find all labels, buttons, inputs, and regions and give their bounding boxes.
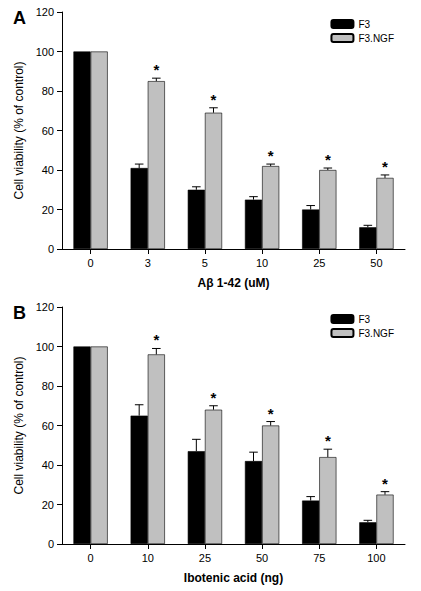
svg-text:B: B (13, 303, 26, 323)
svg-text:120: 120 (36, 6, 54, 18)
svg-text:40: 40 (42, 164, 54, 176)
svg-text:50: 50 (370, 257, 382, 269)
svg-text:20: 20 (42, 499, 54, 511)
svg-text:25: 25 (199, 552, 211, 564)
svg-text:0: 0 (48, 538, 54, 550)
svg-text:Cell viability (% of control): Cell viability (% of control) (12, 356, 26, 494)
svg-text:Cell viability (% of control): Cell viability (% of control) (12, 61, 26, 199)
svg-text:A: A (13, 8, 26, 28)
svg-text:25: 25 (313, 257, 325, 269)
svg-text:*: * (153, 61, 159, 78)
svg-text:Aβ 1-42 (uM): Aβ 1-42 (uM) (198, 276, 270, 290)
svg-text:0: 0 (88, 552, 94, 564)
svg-text:F3: F3 (358, 314, 370, 325)
svg-text:F3: F3 (358, 19, 370, 30)
svg-text:F3.NGF: F3.NGF (358, 328, 394, 339)
svg-text:80: 80 (42, 85, 54, 97)
svg-text:75: 75 (313, 552, 325, 564)
svg-text:*: * (382, 158, 388, 175)
svg-text:3: 3 (145, 257, 151, 269)
svg-text:*: * (325, 432, 331, 449)
svg-text:*: * (153, 331, 159, 348)
svg-text:*: * (325, 151, 331, 168)
svg-text:100: 100 (36, 46, 54, 58)
svg-text:0: 0 (48, 243, 54, 255)
svg-text:50: 50 (256, 552, 268, 564)
svg-text:120: 120 (36, 301, 54, 313)
svg-text:10: 10 (142, 552, 154, 564)
svg-text:*: * (268, 405, 274, 422)
svg-text:20: 20 (42, 204, 54, 216)
svg-text:80: 80 (42, 380, 54, 392)
svg-text:5: 5 (202, 257, 208, 269)
svg-text:*: * (211, 91, 217, 108)
svg-text:Ibotenic acid (ng): Ibotenic acid (ng) (184, 571, 283, 585)
svg-text:40: 40 (42, 459, 54, 471)
svg-text:*: * (382, 475, 388, 492)
svg-text:0: 0 (88, 257, 94, 269)
svg-text:100: 100 (36, 341, 54, 353)
svg-text:100: 100 (367, 552, 385, 564)
svg-text:F3.NGF: F3.NGF (358, 33, 394, 44)
svg-text:*: * (211, 389, 217, 406)
svg-text:10: 10 (256, 257, 268, 269)
svg-text:*: * (268, 147, 274, 164)
svg-text:60: 60 (42, 420, 54, 432)
svg-text:60: 60 (42, 125, 54, 137)
